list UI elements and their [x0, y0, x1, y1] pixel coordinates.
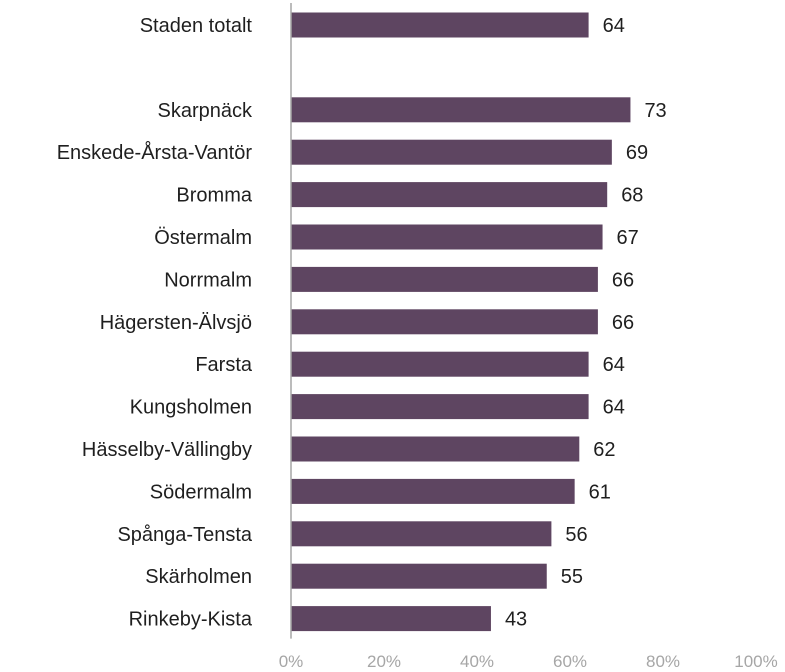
value-label-enskede-arsta-vantor: 69 — [626, 142, 648, 164]
x-axis-ticks: 0% 20% 40% 60% 80% 100% — [279, 652, 778, 671]
x-tick-label: 80% — [646, 652, 680, 671]
bar-hasselby-vallingby — [291, 436, 580, 462]
value-label-rinkeby-kista: 43 — [505, 609, 527, 631]
category-label-skarholmen: Skärholmen — [145, 566, 252, 588]
value-label-farsta: 64 — [603, 354, 625, 376]
x-tick-label: 60% — [553, 652, 587, 671]
bar-staden-totalt — [291, 12, 589, 38]
value-label-skarholmen: 55 — [561, 566, 583, 588]
x-tick-label: 40% — [460, 652, 494, 671]
value-label-norrmalm: 66 — [612, 269, 634, 291]
category-label-hagersten-alvsjo: Hägersten-Älvsjö — [100, 312, 252, 334]
category-label-rinkeby-kista: Rinkeby-Kista — [129, 609, 253, 631]
category-label-bromma: Bromma — [176, 185, 252, 207]
category-label-farsta: Farsta — [195, 354, 253, 376]
value-label-staden-totalt: 64 — [603, 15, 625, 37]
bar-rinkeby-kista — [291, 606, 491, 632]
bar-enskede-arsta-vantor — [291, 139, 612, 165]
bar-hagersten-alvsjo — [291, 309, 598, 335]
value-label-hagersten-alvsjo: 66 — [612, 312, 634, 334]
value-label-kungsholmen: 64 — [603, 397, 625, 419]
category-label-staden-totalt: Staden totalt — [140, 15, 253, 37]
bar-sodermalm — [291, 478, 575, 504]
category-label-skarpnack: Skarpnäck — [158, 100, 253, 122]
value-label-skarpnack: 73 — [644, 100, 666, 122]
bar-kungsholmen — [291, 394, 589, 420]
x-tick-label: 20% — [367, 652, 401, 671]
category-label-hasselby-vallingby: Hässelby-Vällingby — [82, 439, 252, 461]
x-tick-label: 100% — [734, 652, 777, 671]
bar-skarholmen — [291, 563, 547, 589]
category-label-kungsholmen: Kungsholmen — [130, 397, 252, 419]
category-label-enskede-arsta-vantor: Enskede-Årsta-Vantör — [57, 141, 253, 164]
value-label-hasselby-vallingby: 62 — [593, 439, 615, 461]
category-labels: Staden totalt Skarpnäck Enskede-Årsta-Vant… — [57, 15, 253, 631]
bar-bromma — [291, 182, 608, 208]
bar-ostermalm — [291, 224, 603, 250]
bar-skarpnack — [291, 97, 631, 123]
x-tick-label: 0% — [279, 652, 304, 671]
value-label-spanga-tensta: 56 — [565, 524, 587, 546]
value-label-bromma: 68 — [621, 185, 643, 207]
value-label-sodermalm: 61 — [589, 481, 611, 503]
category-label-norrmalm: Norrmalm — [164, 269, 252, 291]
value-label-ostermalm: 67 — [617, 227, 639, 249]
bar-spanga-tensta — [291, 521, 552, 547]
category-label-spanga-tensta: Spånga-Tensta — [117, 524, 252, 546]
bars-group — [291, 12, 631, 632]
category-label-sodermalm: Södermalm — [150, 481, 252, 503]
bar-farsta — [291, 351, 589, 377]
category-label-ostermalm: Östermalm — [154, 227, 252, 249]
bar-norrmalm — [291, 266, 598, 292]
